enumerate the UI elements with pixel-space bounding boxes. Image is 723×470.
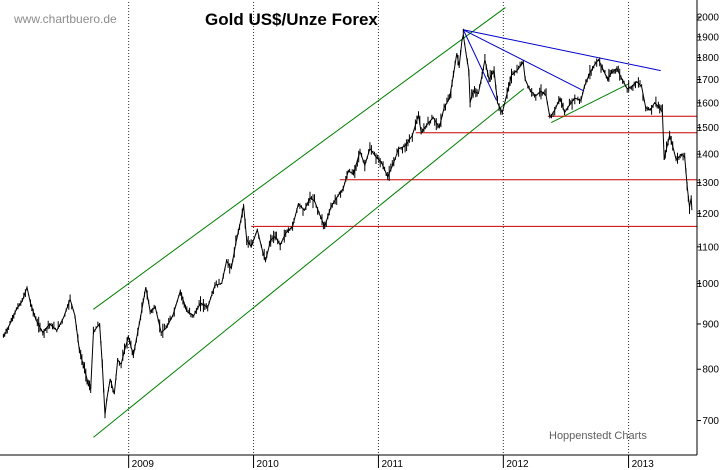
xtick-label-2011: 2011 [381, 459, 403, 470]
trendlines-layer [93, 7, 697, 438]
ytick-label-1500: 1500 [697, 123, 720, 134]
ytick-label-1100: 1100 [697, 242, 719, 253]
xtick-label-2010: 2010 [257, 459, 280, 470]
x-axis: 2009 2010 2011 2012 2013 [128, 455, 655, 470]
trendline-2 [93, 88, 525, 438]
xtick-label-2012: 2012 [506, 459, 529, 470]
grid-layer [128, 2, 630, 455]
ytick-label-900: 900 [702, 319, 719, 330]
ytick-label-1400: 1400 [697, 150, 720, 161]
ytick-label-1800: 1800 [697, 53, 720, 64]
price-line-1 [2, 34, 693, 416]
xtick-label-2013: 2013 [632, 459, 655, 470]
ytick-label-800: 800 [702, 365, 719, 376]
ytick-label-1300: 1300 [697, 178, 720, 189]
watermark-text: www.chartbuero.de [13, 12, 117, 26]
plot-frame [0, 0, 698, 456]
ytick-label-1200: 1200 [697, 209, 720, 220]
ytick-label-1900: 1900 [697, 32, 720, 43]
ytick-label-1700: 1700 [697, 75, 720, 86]
chart-title: Gold US$/Unze Forex [205, 10, 378, 29]
ytick-label-1000: 1000 [697, 279, 720, 290]
trendline-1 [93, 7, 506, 310]
ytick-label-1600: 1600 [697, 98, 720, 109]
price-series-layer [2, 28, 693, 419]
y-axis: 700 800 900 1000 1100 1200 1300 1400 1500 1600 170… [697, 13, 720, 427]
xtick-label-2009: 2009 [132, 459, 155, 470]
trendline-4 [463, 29, 661, 72]
trendline-6 [462, 29, 497, 101]
ytick-label-2000: 2000 [697, 13, 720, 24]
ytick-label-700: 700 [702, 416, 719, 427]
credit-text: Hoppenstedt Charts [549, 430, 647, 442]
